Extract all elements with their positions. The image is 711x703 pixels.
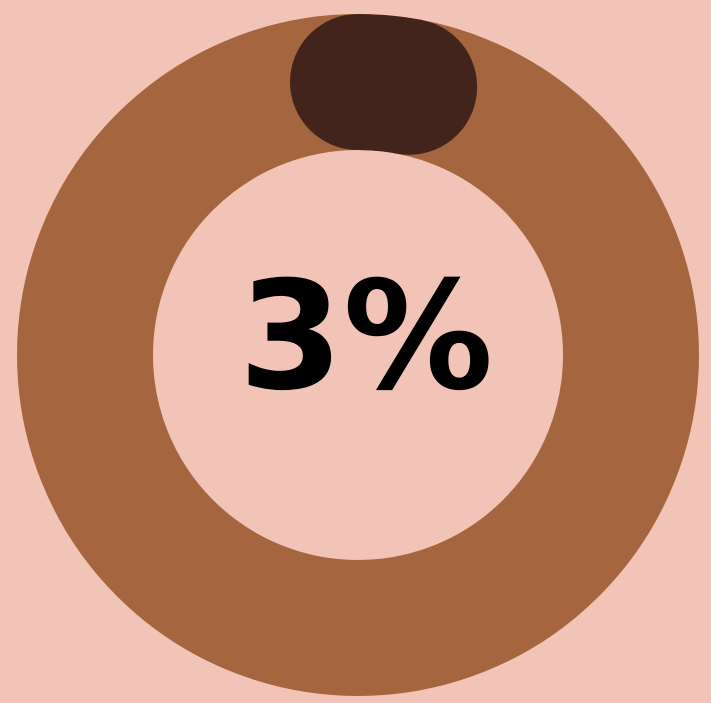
progress-percent-label: 3%: [239, 250, 494, 424]
progress-arc-end-cap: [341, 18, 478, 155]
